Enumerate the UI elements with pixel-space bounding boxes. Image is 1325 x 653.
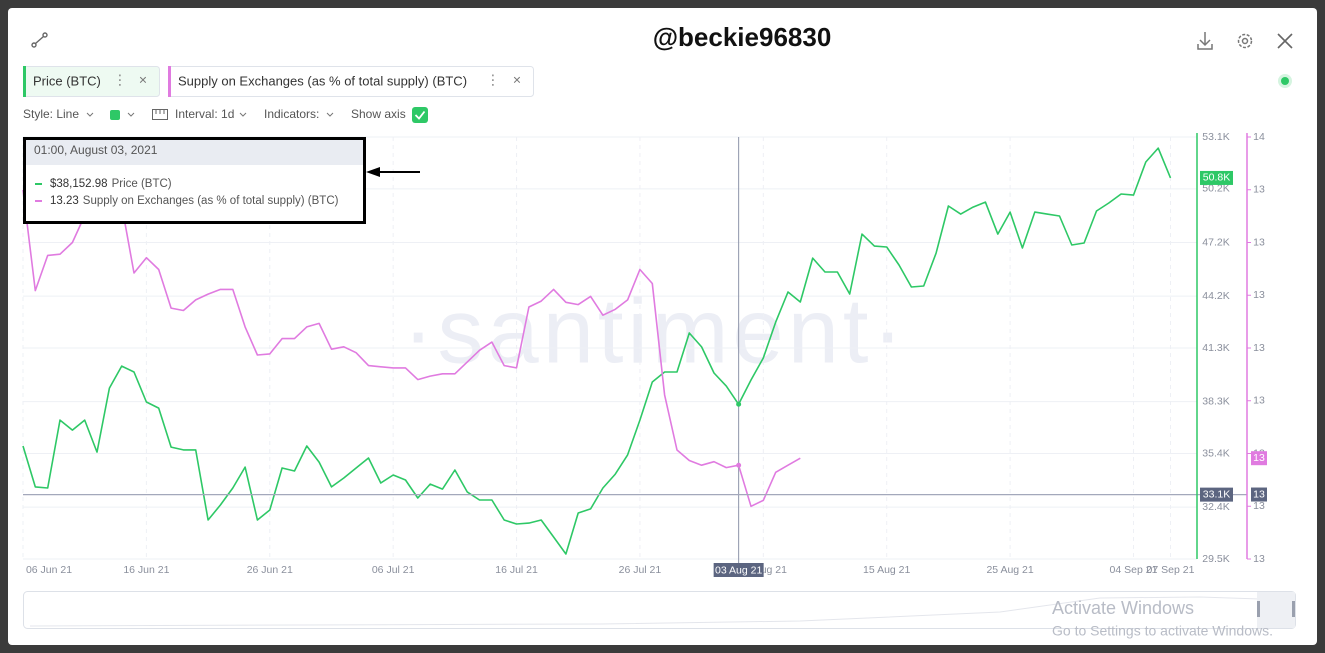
last-value-badge — [1251, 451, 1267, 466]
show-axis-checkbox[interactable] — [412, 107, 428, 123]
crosshair-y2-label: 13 — [1253, 488, 1265, 500]
chip-remove[interactable]: × — [513, 72, 521, 88]
tooltip-row: 13.23 Supply on Exchanges (as % of total … — [50, 195, 339, 207]
chip-label: Supply on Exchanges (as % of total suppl… — [178, 73, 467, 88]
tooltip-title: 01:00, August 03, 2021 — [34, 143, 158, 157]
series-line — [22, 189, 801, 508]
tooltip-value: 13.23 — [50, 195, 79, 207]
crosshair-x-badge — [713, 563, 764, 577]
tooltip-row: $38,152.98 Price (BTC) — [50, 178, 172, 190]
y-tick-label: 29.5K — [1202, 553, 1229, 565]
y2-tick-label: 14 — [1253, 131, 1265, 143]
crosshair-point — [736, 462, 742, 468]
x-tick-label: 25 Aug 21 — [986, 564, 1033, 576]
interval-select[interactable]: Interval: 1d — [175, 107, 234, 121]
last-value-badge — [1200, 170, 1233, 185]
chip-menu[interactable]: ⋮ — [113, 72, 127, 88]
x-tick-label: 06 Jul 21 — [372, 564, 415, 576]
x-tick-label: 26 Jun 21 — [247, 564, 293, 576]
y2-tick-label: 13 — [1253, 500, 1265, 512]
last-value-label: 50.8K — [1203, 172, 1230, 184]
y-tick-label: 32.4K — [1202, 501, 1229, 513]
chevron — [86, 112, 94, 117]
chevron — [239, 112, 247, 117]
y2-tick-label: 13 — [1253, 184, 1265, 196]
indicators-select[interactable]: Indicators: — [264, 107, 319, 121]
style-select[interactable]: Style: Line — [23, 107, 79, 121]
show-axis-label: Show axis — [351, 107, 406, 121]
crosshair-x-label: 03 Aug 21 — [715, 564, 762, 576]
chip-menu[interactable]: ⋮ — [486, 72, 500, 88]
tooltip: 01:00, August 03, 2021 $38,152.98 Price (… — [23, 137, 366, 224]
y-tick-label: 38.3K — [1202, 395, 1229, 407]
x-tick-label: 16 Jun 21 — [123, 564, 169, 576]
x-tick-label: 16 Jul 21 — [495, 564, 538, 576]
y-tick-label: 41.3K — [1202, 342, 1229, 354]
y-tick-label: 53.1K — [1202, 131, 1229, 143]
crosshair-y-label: 33.1K — [1203, 488, 1230, 500]
x-tick-label: 06 Jun 21 — [26, 564, 72, 576]
y2-tick-label: 13 — [1253, 342, 1265, 354]
watermark: ·santiment· — [403, 280, 907, 382]
download-icon[interactable] — [1197, 32, 1213, 50]
close-icon[interactable] — [1277, 33, 1293, 49]
plot-area — [22, 137, 1247, 563]
y2-tick-label: 13 — [1253, 236, 1265, 248]
y-tick-label: 47.2K — [1202, 236, 1229, 248]
y-tick-label: 50.2K — [1202, 183, 1229, 195]
annotation-arrow — [366, 167, 420, 177]
chevron — [127, 112, 135, 117]
crosshair-point — [736, 401, 742, 407]
y-tick-label: 35.4K — [1202, 447, 1229, 459]
y2-tick-label: 13 — [1253, 289, 1265, 301]
tooltip-metric: Price (BTC) — [112, 178, 172, 190]
y2-tick-label: 13 — [1253, 395, 1265, 407]
y2-tick-label: 13 — [1253, 553, 1265, 565]
settings-icon[interactable] — [1237, 33, 1253, 49]
y-tick-label: 44.2K — [1202, 290, 1229, 302]
x-tick-label: 15 Aug 21 — [863, 564, 910, 576]
metric-chip[interactable]: Price (BTC) ⋮ × — [23, 66, 160, 97]
x-tick-label: 07 Sep 21 — [1147, 564, 1195, 576]
crosshair-y-badge — [1200, 487, 1233, 502]
last-value-label: 13 — [1253, 452, 1265, 464]
tooltip-header — [26, 140, 363, 165]
x-tick-label: 04 Sep 21 — [1110, 564, 1158, 576]
chevron — [326, 112, 334, 117]
series-line — [22, 147, 1172, 555]
x-tick-label: 26 Jul 21 — [619, 564, 662, 576]
page-title: @beckie96830 — [653, 22, 832, 52]
grid: ·santiment· — [22, 136, 1197, 560]
color-select[interactable] — [110, 110, 120, 120]
tooltip-metric: Supply on Exchanges (as % of total suppl… — [83, 195, 339, 207]
crosshair-y2-badge — [1251, 487, 1267, 502]
axes: 29.5K 32.4K 35.4K 38.3K 41.3K 44.2K 47.2K 50.2K… — [26, 131, 1267, 577]
os-notice-title: Activate Windows — [1052, 598, 1194, 618]
chip-color — [168, 66, 171, 97]
expand-icon[interactable] — [31, 32, 48, 48]
os-notice-text: Go to Settings to activate Windows. — [1052, 623, 1273, 639]
chip-label: Price (BTC) — [33, 73, 101, 88]
status-dot — [1278, 74, 1292, 88]
metric-chip[interactable]: Supply on Exchanges (as % of total suppl… — [168, 66, 534, 97]
chip-color — [23, 66, 26, 97]
navigator[interactable] — [23, 591, 1296, 629]
ruler-icon — [152, 109, 168, 120]
tooltip-value: $38,152.98 — [50, 178, 108, 190]
chip-remove[interactable]: × — [139, 72, 147, 88]
